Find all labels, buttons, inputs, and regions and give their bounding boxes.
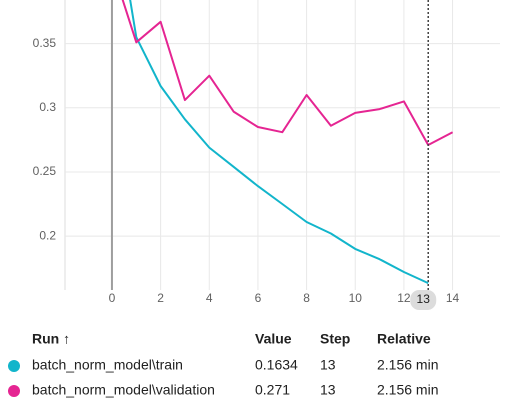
- x-tick-label: 14: [446, 291, 460, 305]
- hover-step-label: 13: [417, 292, 431, 306]
- table-cell: 13: [320, 357, 336, 373]
- line-series: [121, 0, 454, 146]
- x-tick-label: 0: [109, 291, 116, 305]
- x-tick-label: 4: [206, 291, 213, 305]
- y-tick-label: 0.35: [33, 36, 57, 50]
- table-cell: 2.156 min: [377, 357, 438, 373]
- x-tick-label: 2: [157, 291, 164, 305]
- x-tick-label: 6: [255, 291, 262, 305]
- run-name: batch_norm_model\validation: [32, 382, 215, 398]
- x-tick-label: 8: [303, 291, 310, 305]
- x-tick-label: 10: [349, 291, 363, 305]
- x-tick-label: 12: [397, 291, 411, 305]
- line-series: [129, 0, 429, 285]
- series-group: [121, 0, 454, 285]
- run-color: [8, 360, 20, 372]
- table-cell: 2.156 min: [377, 382, 438, 398]
- run-name: batch_norm_model\train: [32, 357, 183, 373]
- run-color: [8, 385, 20, 397]
- table-header: Run ↑: [32, 331, 70, 347]
- table-cell: 0.1634: [255, 357, 298, 373]
- table-header: Step: [320, 331, 350, 347]
- hover-badge: [410, 290, 437, 310]
- y-tick-label: 0.2: [39, 228, 56, 242]
- y-tick-label: 0.25: [33, 164, 57, 178]
- table-header: Value: [255, 331, 292, 347]
- table-header: Relative: [377, 331, 431, 347]
- table-cell: 0.271: [255, 382, 290, 398]
- table-cell: 13: [320, 382, 336, 398]
- y-tick-label: 0.3: [39, 100, 56, 114]
